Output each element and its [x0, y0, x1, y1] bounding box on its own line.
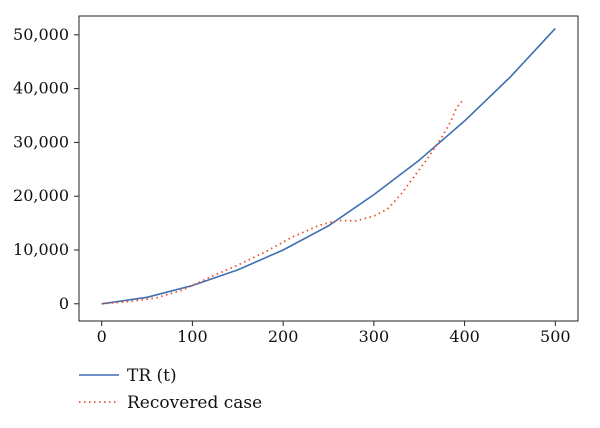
- legend-label-recovered: Recovered case: [127, 393, 262, 413]
- y-tick-label: 0: [59, 294, 69, 313]
- x-tick-label: 0: [97, 327, 107, 346]
- x-axis: 0 100 200 300 400 500: [97, 321, 571, 346]
- series-layer: [101, 27, 556, 305]
- y-tick-label: 30,000: [13, 132, 69, 151]
- series-line-recovered: [101, 99, 466, 305]
- x-tick-label: 500: [540, 327, 571, 346]
- y-tick-label: 50,000: [13, 25, 69, 44]
- x-tick-label: 100: [177, 327, 208, 346]
- legend: TR (t) Recovered case: [79, 366, 262, 413]
- y-tick-label: 10,000: [13, 240, 69, 259]
- series-line-tr: [101, 27, 556, 305]
- x-tick-label: 300: [359, 327, 390, 346]
- x-tick-label: 400: [449, 327, 480, 346]
- y-axis: 0 10,000 20,000 30,000 40,000 50,000: [13, 25, 79, 313]
- y-tick-label: 40,000: [13, 79, 69, 98]
- x-tick-label: 200: [268, 327, 299, 346]
- plot-frame: [78, 15, 579, 322]
- y-tick-label: 20,000: [13, 186, 69, 205]
- legend-label-tr: TR (t): [127, 366, 177, 386]
